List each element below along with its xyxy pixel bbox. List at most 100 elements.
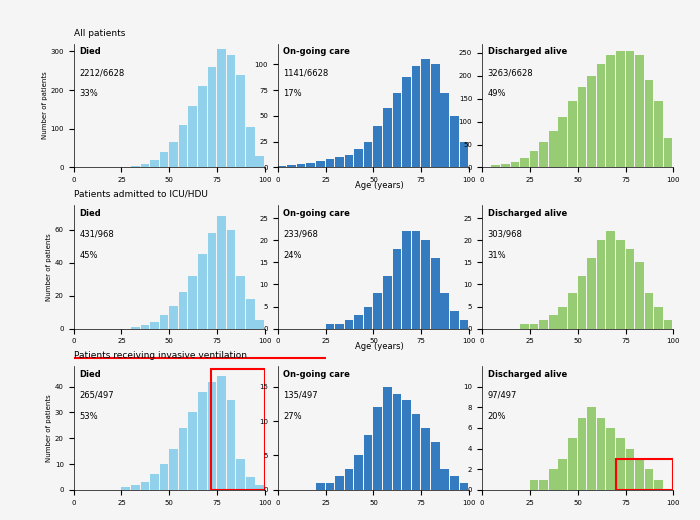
Y-axis label: Number of patients: Number of patients bbox=[41, 72, 48, 139]
Bar bbox=[421, 428, 430, 490]
Bar bbox=[606, 55, 615, 167]
Bar bbox=[645, 293, 653, 329]
Bar bbox=[237, 75, 245, 167]
Bar bbox=[482, 166, 491, 167]
Bar bbox=[364, 141, 372, 167]
Bar bbox=[501, 164, 510, 167]
Bar bbox=[510, 162, 519, 167]
Bar bbox=[179, 125, 188, 167]
Text: 303/968: 303/968 bbox=[488, 230, 522, 239]
Bar bbox=[383, 108, 391, 167]
Text: 233/968: 233/968 bbox=[284, 230, 318, 239]
Bar bbox=[217, 49, 226, 167]
Bar bbox=[450, 116, 459, 167]
Bar bbox=[520, 158, 528, 167]
Bar bbox=[635, 459, 644, 490]
Bar bbox=[559, 459, 567, 490]
Bar bbox=[549, 469, 557, 490]
Bar bbox=[198, 254, 206, 329]
Text: Age (years): Age (years) bbox=[356, 181, 404, 190]
Bar bbox=[606, 428, 615, 490]
Bar bbox=[141, 164, 149, 167]
Bar bbox=[344, 469, 354, 490]
Bar bbox=[227, 55, 235, 167]
Bar bbox=[559, 307, 567, 329]
Bar bbox=[344, 155, 354, 167]
Bar bbox=[364, 435, 372, 490]
Text: Discharged alive: Discharged alive bbox=[488, 370, 567, 379]
Text: 31%: 31% bbox=[488, 251, 506, 259]
Bar bbox=[412, 67, 421, 167]
Bar bbox=[160, 316, 168, 329]
Text: Discharged alive: Discharged alive bbox=[488, 47, 567, 56]
Bar bbox=[635, 55, 644, 167]
Text: Patients receiving invasive ventilation: Patients receiving invasive ventilation bbox=[74, 351, 246, 360]
Bar bbox=[491, 165, 500, 167]
Bar bbox=[169, 449, 178, 490]
Bar bbox=[559, 117, 567, 167]
Bar bbox=[179, 292, 188, 329]
Bar bbox=[597, 418, 606, 490]
Bar bbox=[383, 387, 391, 490]
Bar bbox=[326, 159, 334, 167]
Bar bbox=[587, 258, 596, 329]
Bar bbox=[326, 324, 334, 329]
Bar bbox=[131, 165, 139, 167]
Y-axis label: Number of patients: Number of patients bbox=[46, 233, 52, 301]
Bar bbox=[654, 479, 663, 490]
Bar bbox=[626, 449, 634, 490]
Bar bbox=[597, 64, 606, 167]
Bar bbox=[568, 438, 577, 490]
Bar bbox=[539, 142, 548, 167]
Bar bbox=[626, 249, 634, 329]
Bar bbox=[616, 50, 624, 167]
Bar bbox=[278, 166, 286, 167]
Bar bbox=[150, 474, 159, 490]
Text: 33%: 33% bbox=[79, 89, 98, 98]
Y-axis label: Number of patients: Number of patients bbox=[46, 394, 52, 462]
Bar bbox=[374, 126, 382, 167]
Bar bbox=[645, 469, 653, 490]
Bar bbox=[208, 67, 216, 167]
Bar bbox=[606, 231, 615, 329]
Bar bbox=[150, 322, 159, 329]
Bar bbox=[645, 81, 653, 167]
Bar bbox=[344, 320, 354, 329]
Bar bbox=[530, 479, 538, 490]
Bar bbox=[335, 324, 344, 329]
Bar bbox=[246, 127, 255, 167]
Bar bbox=[246, 477, 255, 490]
Bar bbox=[208, 382, 216, 490]
Bar bbox=[402, 76, 411, 167]
Bar bbox=[150, 160, 159, 167]
Bar bbox=[578, 418, 586, 490]
Bar bbox=[393, 394, 401, 490]
Text: Died: Died bbox=[79, 209, 101, 217]
Bar bbox=[316, 483, 325, 490]
Bar bbox=[654, 307, 663, 329]
Bar bbox=[440, 93, 449, 167]
Text: 265/497: 265/497 bbox=[79, 391, 114, 400]
Bar bbox=[626, 50, 634, 167]
Bar bbox=[402, 400, 411, 490]
Bar bbox=[578, 87, 586, 167]
Bar bbox=[211, 369, 265, 490]
Bar bbox=[198, 86, 206, 167]
Text: 45%: 45% bbox=[79, 251, 98, 259]
Text: On-going care: On-going care bbox=[284, 47, 350, 56]
Bar bbox=[227, 230, 235, 329]
Bar bbox=[635, 263, 644, 329]
Bar bbox=[539, 320, 548, 329]
Bar bbox=[354, 149, 363, 167]
Bar bbox=[587, 76, 596, 167]
Bar bbox=[307, 163, 315, 167]
Bar bbox=[287, 165, 296, 167]
Bar bbox=[227, 399, 235, 490]
Bar bbox=[549, 131, 557, 167]
Bar bbox=[256, 320, 264, 329]
Bar bbox=[188, 276, 197, 329]
Bar bbox=[256, 156, 264, 167]
Bar bbox=[169, 142, 178, 167]
Text: Age (years): Age (years) bbox=[356, 342, 404, 351]
Bar bbox=[354, 456, 363, 490]
